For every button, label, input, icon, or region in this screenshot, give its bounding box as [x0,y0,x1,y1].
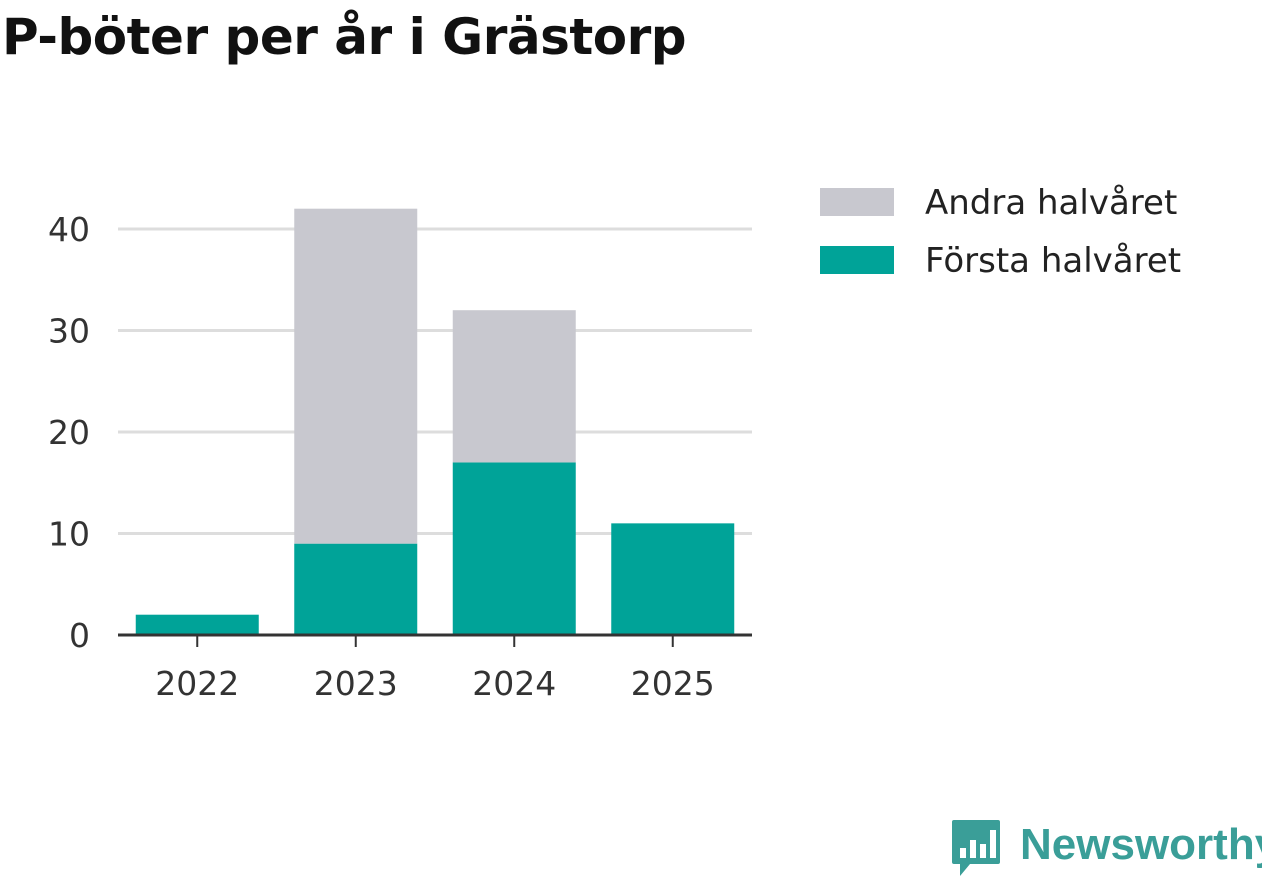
x-tick-label: 2022 [155,664,239,703]
newsworthy-chart-bubble-icon [952,820,1000,876]
newsworthy-logo: Newsworthy [950,818,1262,878]
legend-label: Andra halvåret [925,183,1177,223]
x-tick-label: 2024 [472,664,556,703]
legend-swatch [820,246,894,274]
y-tick-label: 10 [48,515,90,554]
bar-segment [452,462,576,635]
x-tick-label: 2023 [314,664,398,703]
legend-label: Första halvåret [925,241,1181,281]
bar-segment [294,208,418,544]
grid-lines [118,227,752,535]
bars [135,208,735,635]
y-tick-label: 30 [48,312,90,351]
brand-name: Newsworthy [1020,820,1262,869]
axes: 0 10 20 30 40 2022 2023 2024 2025 [48,210,752,703]
y-tick-label: 40 [48,210,90,249]
legend: Andra halvåret Första halvåret [820,183,1181,281]
bar-segment [611,523,735,635]
bar-segment [135,614,259,635]
legend-swatch [820,188,894,216]
chart-title: P-böter per år i Grästorp [2,8,687,66]
x-tick-label: 2025 [631,664,715,703]
bar-segment [452,310,576,463]
y-tick-label: 0 [69,616,90,655]
bar-segment [294,543,418,635]
y-tick-label: 20 [48,413,90,452]
